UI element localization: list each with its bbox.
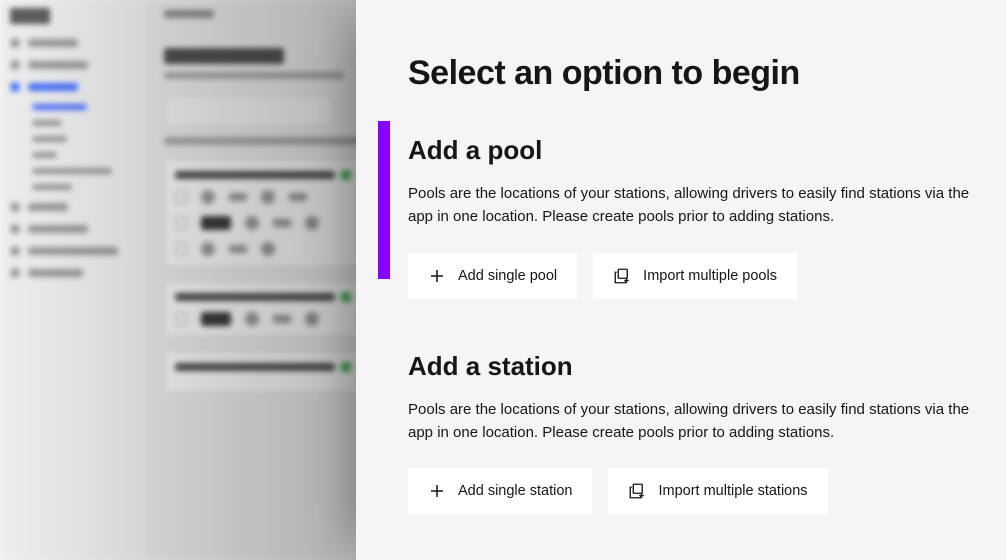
add-single-pool-button[interactable]: Add single pool — [408, 253, 577, 299]
button-label: Add single pool — [458, 268, 557, 284]
pool-buttons: Add single pool Import multiple pools — [408, 253, 972, 299]
button-label: Add single station — [458, 483, 572, 499]
pool-heading: Add a pool — [408, 135, 972, 166]
add-single-station-button[interactable]: Add single station — [408, 468, 592, 514]
panel-title: Select an option to begin — [408, 54, 972, 93]
station-heading: Add a station — [408, 351, 972, 382]
section-add-pool: Add a pool Pools are the locations of yo… — [408, 135, 972, 299]
plus-icon — [428, 482, 446, 500]
import-icon — [613, 267, 631, 285]
button-label: Import multiple stations — [658, 483, 807, 499]
import-multiple-stations-button[interactable]: Import multiple stations — [608, 468, 827, 514]
pool-description: Pools are the locations of your stations… — [408, 182, 972, 229]
onboarding-panel: Select an option to begin Add a pool Poo… — [356, 0, 1006, 560]
bg-sidebar — [0, 0, 150, 560]
button-label: Import multiple pools — [643, 268, 777, 284]
accent-bar — [378, 121, 390, 279]
station-buttons: Add single station Import multiple stati… — [408, 468, 972, 514]
station-description: Pools are the locations of your stations… — [408, 398, 972, 445]
import-icon — [628, 482, 646, 500]
plus-icon — [428, 267, 446, 285]
section-add-station: Add a station Pools are the locations of… — [408, 351, 972, 515]
import-multiple-pools-button[interactable]: Import multiple pools — [593, 253, 797, 299]
